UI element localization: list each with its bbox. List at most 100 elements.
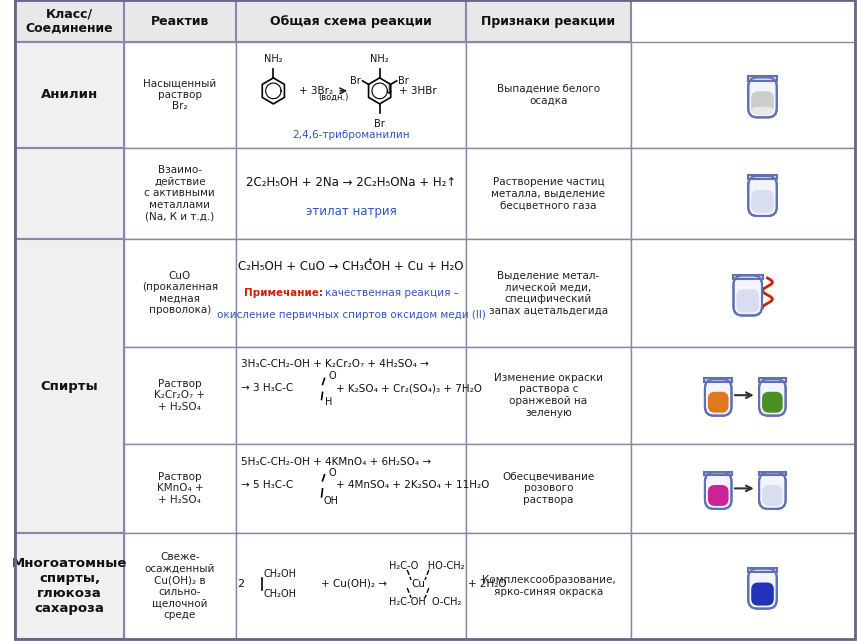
Text: OH: OH xyxy=(324,496,339,506)
Bar xyxy=(631,42,855,148)
Bar xyxy=(15,0,123,42)
Text: 5H₃C-CH₂-OH + 4KMnO₄ + 6H₂SO₄ →: 5H₃C-CH₂-OH + 4KMnO₄ + 6H₂SO₄ → xyxy=(241,456,431,467)
Text: 2: 2 xyxy=(237,579,244,589)
Bar xyxy=(748,568,777,572)
Text: Многоатомные
спирты,
глюкоза
сахароза: Многоатомные спирты, глюкоза сахароза xyxy=(12,557,128,615)
Bar xyxy=(466,239,631,347)
Bar xyxy=(236,347,466,444)
Text: 2,4,6-триброманилин: 2,4,6-триброманилин xyxy=(292,130,410,140)
Text: + 3Br₂: + 3Br₂ xyxy=(299,86,333,96)
Text: NH₂: NH₂ xyxy=(370,54,389,64)
Text: Анилин: Анилин xyxy=(41,88,99,101)
Text: этилат натрия: этилат натрия xyxy=(306,205,397,219)
Bar xyxy=(15,533,123,639)
FancyBboxPatch shape xyxy=(734,276,762,315)
Text: Комплексообразование,
ярко-синяя окраска: Комплексообразование, ярко-синяя окраска xyxy=(482,576,615,597)
Bar xyxy=(631,239,855,347)
Text: H: H xyxy=(325,397,332,408)
Text: Взаимо-
действие
с активными
металлами
(Na, К и т.д.): Взаимо- действие с активными металлами (… xyxy=(145,165,215,222)
FancyBboxPatch shape xyxy=(748,569,776,608)
Bar xyxy=(466,444,631,533)
FancyBboxPatch shape xyxy=(762,485,782,506)
Text: O: O xyxy=(328,371,336,381)
FancyBboxPatch shape xyxy=(705,379,732,415)
Text: H₂C-OH  O-CH₂: H₂C-OH O-CH₂ xyxy=(389,597,462,607)
Text: Свеже-
осажденный
Cu(OH)₂ в
сильно-
щелочной
среде: Свеже- осажденный Cu(OH)₂ в сильно- щело… xyxy=(145,552,215,620)
Text: 3H₃C-CH₂-OH + K₂Cr₂O₇ + 4H₂SO₄ →: 3H₃C-CH₂-OH + K₂Cr₂O₇ + 4H₂SO₄ → xyxy=(241,359,428,369)
Text: + 2H₂O: + 2H₂O xyxy=(468,579,506,589)
Text: Раствор
KMnO₄ +
+ H₂SO₄: Раствор KMnO₄ + + H₂SO₄ xyxy=(157,472,203,505)
Bar xyxy=(758,472,786,476)
Text: (водн.): (водн.) xyxy=(319,92,349,101)
Bar xyxy=(15,239,123,533)
Bar xyxy=(123,533,236,639)
Bar xyxy=(123,42,236,148)
Text: Выделение метал-
лической меди,
специфический
запах ацетальдегида: Выделение метал- лической меди, специфич… xyxy=(488,271,608,315)
Text: + K₂SO₄ + Cr₂(SO₄)₃ + 7H₂O: + K₂SO₄ + Cr₂(SO₄)₃ + 7H₂O xyxy=(336,383,482,394)
Bar xyxy=(123,444,236,533)
Bar xyxy=(631,533,855,639)
Bar xyxy=(123,148,236,239)
Text: Примечание:: Примечание: xyxy=(244,288,323,298)
Text: Раствор
K₂Cr₂O₇ +
+ H₂SO₄: Раствор K₂Cr₂O₇ + + H₂SO₄ xyxy=(154,379,206,412)
Bar xyxy=(123,347,236,444)
Text: 2C₂H₅OH + 2Na → 2C₂H₅ONa + H₂↑: 2C₂H₅OH + 2Na → 2C₂H₅ONa + H₂↑ xyxy=(246,176,456,189)
FancyBboxPatch shape xyxy=(752,91,774,114)
Bar xyxy=(466,148,631,239)
Text: качественная реакция –: качественная реакция – xyxy=(325,288,458,298)
Bar xyxy=(236,42,466,148)
Text: Насыщенный
раствор
Br₂: Насыщенный раствор Br₂ xyxy=(143,78,217,112)
Bar xyxy=(123,0,236,42)
FancyBboxPatch shape xyxy=(752,583,774,606)
Text: O: O xyxy=(328,468,336,478)
FancyBboxPatch shape xyxy=(705,472,732,509)
Bar xyxy=(466,42,631,148)
Bar xyxy=(236,239,466,347)
FancyBboxPatch shape xyxy=(748,176,776,216)
Text: Класс/
Соединение: Класс/ Соединение xyxy=(26,7,113,35)
Text: t: t xyxy=(369,256,373,265)
Bar xyxy=(704,378,732,382)
Bar xyxy=(236,444,466,533)
Bar xyxy=(236,148,466,239)
FancyBboxPatch shape xyxy=(752,190,774,213)
Bar xyxy=(236,533,466,639)
Bar xyxy=(15,148,123,239)
Bar xyxy=(631,148,855,239)
Text: + 3HBr: + 3HBr xyxy=(399,86,437,96)
Bar xyxy=(123,239,236,347)
Text: Общая схема реакции: Общая схема реакции xyxy=(270,15,432,28)
FancyBboxPatch shape xyxy=(759,379,786,415)
Text: CH₂OH: CH₂OH xyxy=(263,589,297,599)
Bar xyxy=(466,533,631,639)
Bar xyxy=(15,42,123,148)
Text: Реактив: Реактив xyxy=(151,15,209,28)
Text: Признаки реакции: Признаки реакции xyxy=(482,15,615,28)
Text: Изменение окраски
раствора с
оранжевой на
зеленую: Изменение окраски раствора с оранжевой н… xyxy=(494,373,603,417)
Text: Cu: Cu xyxy=(411,579,425,589)
Text: H₂C-O   HO-CH₂: H₂C-O HO-CH₂ xyxy=(389,561,465,571)
FancyBboxPatch shape xyxy=(708,392,728,413)
Text: + Cu(OH)₂ →: + Cu(OH)₂ → xyxy=(321,579,387,589)
Text: Br: Br xyxy=(375,119,385,129)
FancyBboxPatch shape xyxy=(752,107,774,114)
Text: → 3 H₃C-C: → 3 H₃C-C xyxy=(241,383,293,394)
Text: ↓: ↓ xyxy=(384,85,394,97)
FancyBboxPatch shape xyxy=(708,485,728,506)
Bar xyxy=(704,472,732,476)
Text: Обесцвечивание
розового
раствора: Обесцвечивание розового раствора xyxy=(502,472,595,505)
Bar xyxy=(748,76,777,81)
Bar xyxy=(733,274,763,279)
Bar xyxy=(631,444,855,533)
Text: CH₂OH: CH₂OH xyxy=(263,569,297,579)
Text: → 5 H₃C-C: → 5 H₃C-C xyxy=(241,480,293,490)
FancyBboxPatch shape xyxy=(762,392,782,413)
FancyBboxPatch shape xyxy=(759,472,786,509)
Bar xyxy=(236,0,466,42)
Text: Br: Br xyxy=(351,76,361,86)
FancyBboxPatch shape xyxy=(736,289,759,313)
Text: C₂H₅OH + CuO → CH₃COH + Cu + H₂O: C₂H₅OH + CuO → CH₃COH + Cu + H₂O xyxy=(238,260,464,272)
Text: NH₂: NH₂ xyxy=(264,54,283,64)
Text: + 4MnSO₄ + 2K₂SO₄ + 11H₂O: + 4MnSO₄ + 2K₂SO₄ + 11H₂O xyxy=(336,480,489,490)
Text: окисление первичных спиртов оксидом меди (II): окисление первичных спиртов оксидом меди… xyxy=(217,310,486,319)
